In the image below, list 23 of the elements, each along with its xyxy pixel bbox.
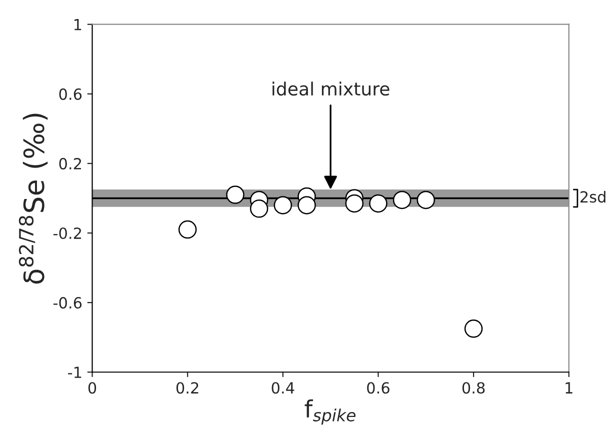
annotation: ideal mixture <box>272 82 390 96</box>
x-axis-title: f$_{spike}$ <box>304 399 356 425</box>
point <box>345 194 364 213</box>
x-tick-label: 0.6 <box>367 382 390 394</box>
point <box>274 196 292 214</box>
y-tick-label: -1 <box>68 366 82 378</box>
y-tick-label: -0.6 <box>53 297 82 309</box>
y-tick-label: 0.2 <box>59 158 81 170</box>
x-tick-label: 1 <box>566 382 572 394</box>
x-tick-label: 0.8 <box>462 382 485 394</box>
y-tick-label: 0.6 <box>59 88 82 100</box>
y-tick-label: 1 <box>74 19 82 30</box>
point <box>416 190 436 210</box>
point <box>298 196 316 214</box>
y-axis-title: δ$^{82/78}$Se (‰) <box>18 114 48 284</box>
x-tick-label: 0.2 <box>176 382 198 394</box>
point <box>392 190 412 210</box>
x-tick-label: 0 <box>88 382 96 394</box>
x-tick-label: 0.4 <box>272 382 294 394</box>
y-tick-label: -0.2 <box>53 227 81 240</box>
point <box>369 194 388 213</box>
band-label: 2sd <box>580 190 606 203</box>
point <box>226 186 244 204</box>
